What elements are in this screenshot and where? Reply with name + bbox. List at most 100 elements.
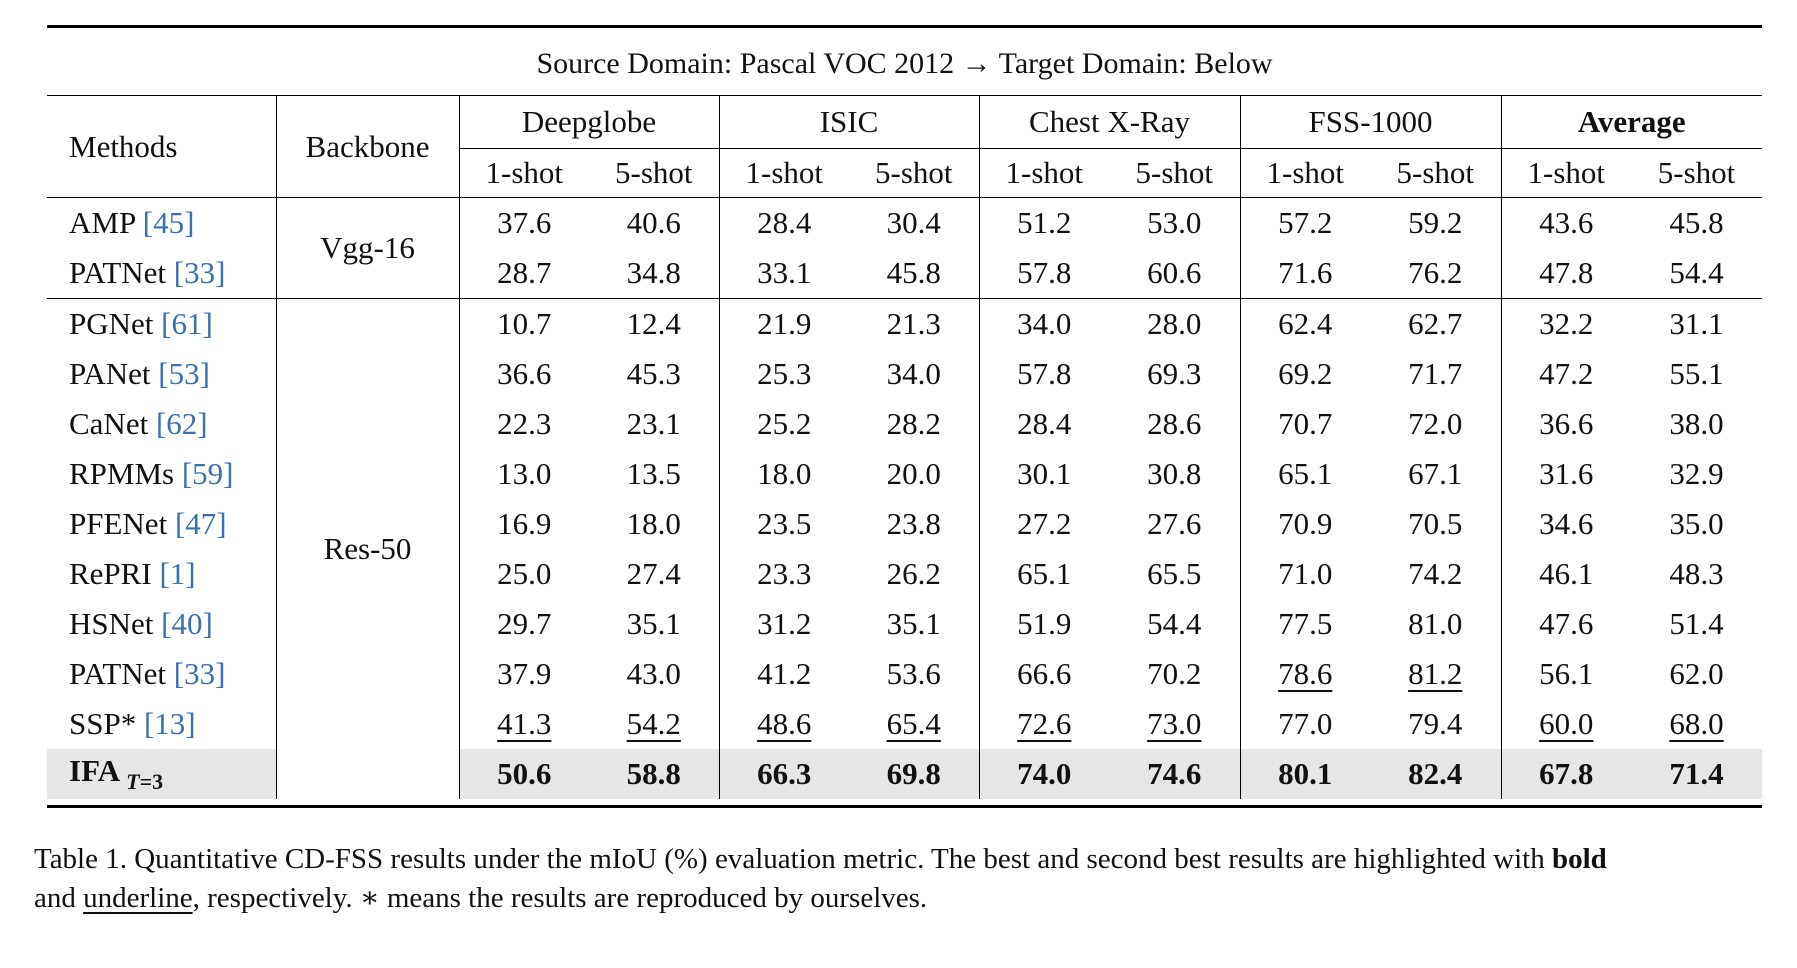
value-text: 41.3 — [497, 706, 552, 741]
value-cell: 34.6 — [1501, 499, 1631, 549]
value-text: 25.3 — [757, 356, 812, 391]
value-cell-ours: 66.3 — [719, 749, 849, 799]
value-text: 71.0 — [1278, 556, 1333, 591]
value-cell: 32.9 — [1631, 449, 1762, 499]
value-text: 54.2 — [626, 706, 681, 741]
value-text: 81.2 — [1408, 656, 1463, 691]
subscript-var: T — [126, 769, 140, 794]
shot-header-5: 5-shot — [849, 148, 980, 198]
value-cell: 57.8 — [979, 349, 1109, 399]
value-cell: 28.4 — [979, 399, 1109, 449]
value-text: 71.6 — [1278, 255, 1333, 290]
value-cell: 78.6 — [1240, 649, 1370, 699]
citation-link: [33] — [173, 255, 226, 290]
value-text: 32.2 — [1539, 306, 1594, 341]
value-cell: 71.0 — [1240, 549, 1370, 599]
arrow-icon: → — [961, 46, 992, 80]
value-cell: 22.3 — [459, 399, 589, 449]
value-cell: 43.0 — [589, 649, 720, 699]
value-cell: 21.9 — [719, 299, 849, 350]
value-cell: 65.1 — [1240, 449, 1370, 499]
caption-text-1: Table 1. Quantitative CD-FSS results und… — [34, 843, 1552, 875]
value-cell: 65.1 — [979, 549, 1109, 599]
caption-text-3: , respectively. ∗ means the results are … — [192, 882, 928, 914]
value-cell: 62.0 — [1631, 649, 1762, 699]
value-cell: 51.2 — [979, 198, 1109, 249]
table-row: AMP [45] Vgg-16 37.6 40.6 28.4 30.4 51.2 53.0 57… — [47, 197, 1762, 299]
value-cell: 25.0 — [459, 549, 589, 599]
value-cell: 23.5 — [719, 499, 849, 549]
value-cell: 57.2 — [1240, 198, 1370, 249]
method-label: CaNet — [69, 406, 156, 441]
value-text: 28.4 — [757, 205, 812, 240]
table-row: PATNet [33] 28.7 34.8 33.1 45.8 57.8 60.6 71.6 7… — [47, 248, 1763, 299]
value-text: 70.9 — [1278, 506, 1333, 541]
method-label: PATNet — [69, 656, 174, 691]
value-cell: 76.2 — [1370, 248, 1502, 299]
value-cell: 32.2 — [1501, 299, 1631, 350]
value-cell: 34.8 — [589, 248, 720, 299]
value-text: 53.6 — [886, 656, 941, 691]
value-cell-ours: 67.8 — [1501, 749, 1631, 799]
value-cell: 67.1 — [1370, 449, 1502, 499]
value-text: 65.5 — [1147, 556, 1202, 591]
value-cell: 73.0 — [1109, 699, 1241, 749]
value-cell: 20.0 — [849, 449, 980, 499]
value-cell-ours: 69.8 — [849, 749, 980, 799]
value-text: 34.0 — [1017, 306, 1072, 341]
value-cell-ours: 80.1 — [1240, 749, 1370, 799]
method-name: PATNet [33] — [47, 248, 277, 299]
group-header-fss1000: FSS-1000 — [1240, 95, 1502, 149]
value-text: 35.1 — [626, 606, 681, 641]
value-text: 60.6 — [1147, 255, 1202, 290]
value-cell: 31.6 — [1501, 449, 1631, 499]
value-cell: 53.6 — [849, 649, 980, 699]
method-name: CaNet [62] — [47, 399, 277, 449]
group-header-deepglobe: Deepglobe — [459, 95, 720, 149]
value-cell: 16.9 — [459, 499, 589, 549]
value-text: 43.0 — [626, 656, 681, 691]
value-cell: 37.9 — [459, 649, 589, 699]
value-cell: 60.6 — [1109, 248, 1241, 299]
group-header-average: Average — [1501, 95, 1763, 149]
value-text: 69.3 — [1147, 356, 1202, 391]
shot-header-1: 1-shot — [1501, 148, 1631, 198]
value-cell: 23.8 — [849, 499, 980, 549]
value-cell: 28.2 — [849, 399, 980, 449]
backbone-header: Backbone — [276, 95, 460, 198]
method-name-ours: IFA T=3 — [47, 749, 277, 799]
value-text: 47.8 — [1539, 255, 1594, 290]
ours-row: IFA T=3 50.6 58.8 66.3 69.8 74.0 74.6 80.1 82.4 6… — [47, 749, 1763, 799]
value-text: 10.7 — [497, 306, 552, 341]
value-cell: 31.1 — [1631, 299, 1762, 350]
value-cell: 41.3 — [459, 699, 589, 749]
value-text: 30.1 — [1017, 456, 1072, 491]
value-text: 65.1 — [1017, 556, 1072, 591]
value-text: 59.2 — [1408, 205, 1463, 240]
value-cell: 69.3 — [1109, 349, 1241, 399]
value-cell: 25.2 — [719, 399, 849, 449]
value-text: 29.7 — [497, 606, 552, 641]
value-text: 34.6 — [1539, 506, 1594, 541]
value-text: 68.0 — [1669, 706, 1724, 741]
value-text: 45.8 — [886, 255, 941, 290]
value-text: 55.1 — [1669, 356, 1724, 391]
value-text: 23.1 — [626, 406, 681, 441]
value-cell-ours: 71.4 — [1631, 749, 1763, 799]
method-name: AMP [45] — [47, 197, 277, 248]
value-cell: 51.9 — [979, 599, 1109, 649]
value-cell: 74.2 — [1370, 549, 1502, 599]
value-cell: 66.6 — [979, 649, 1109, 699]
value-text: 34.0 — [886, 356, 941, 391]
value-text: 62.7 — [1408, 306, 1463, 341]
source-domain-label: Source Domain: Pascal VOC 2012 — [536, 46, 955, 80]
citation-link: [45] — [142, 205, 195, 240]
results-table: Source Domain: Pascal VOC 2012 → Target … — [47, 26, 1763, 799]
value-text: 57.2 — [1278, 205, 1333, 240]
value-cell: 30.4 — [849, 197, 980, 248]
value-cell: 51.4 — [1631, 599, 1762, 649]
value-cell: 45.8 — [849, 248, 980, 299]
value-cell: 81.2 — [1370, 649, 1502, 699]
table-title: Source Domain: Pascal VOC 2012 → Target … — [47, 26, 1763, 96]
value-text: 40.6 — [626, 205, 681, 240]
